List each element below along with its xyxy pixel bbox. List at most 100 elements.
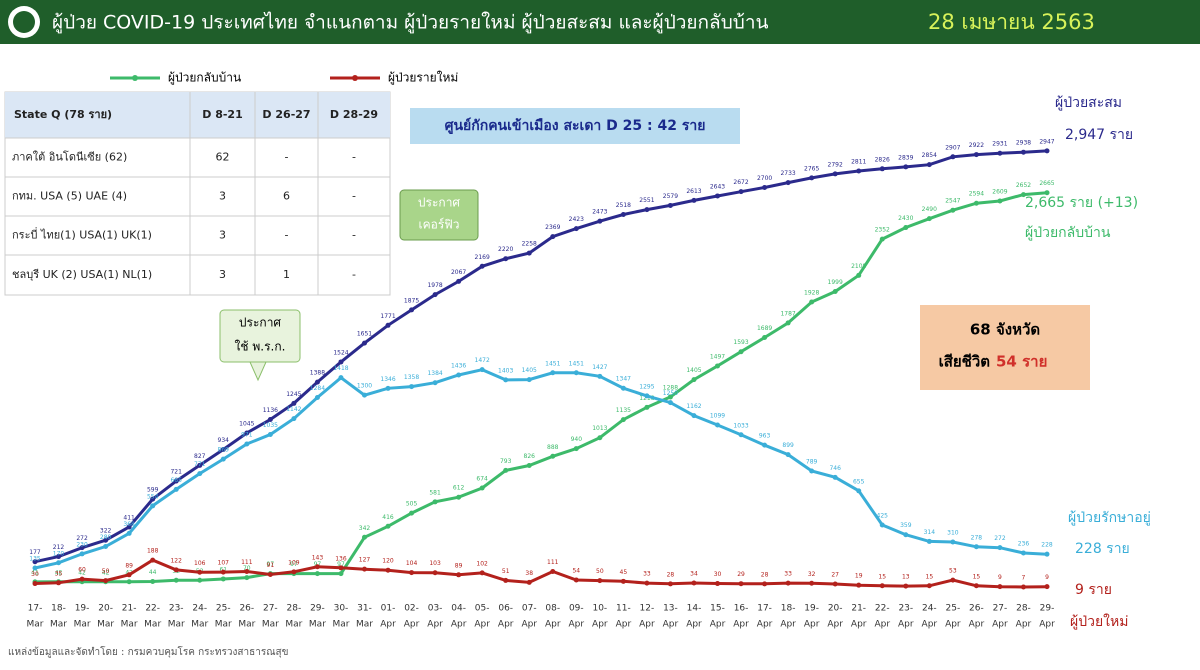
x-tick-label: 18-	[781, 604, 796, 614]
data-label: 1427	[592, 364, 607, 371]
x-tick-label: 20-	[828, 604, 843, 614]
data-label: 2907	[945, 144, 960, 151]
data-label: 1284	[310, 385, 325, 392]
legend-dot	[352, 75, 358, 81]
data-label: 1250	[663, 390, 678, 397]
x-tick-label: Apr	[780, 620, 796, 630]
data-label: 53	[949, 568, 957, 575]
data-label: 1999	[828, 279, 843, 286]
data-point	[385, 567, 391, 573]
data-label: 127	[359, 557, 371, 564]
data-point	[338, 565, 344, 571]
data-point	[903, 164, 909, 170]
x-tick-label: Apr	[616, 620, 632, 630]
x-tick-label: 05-	[475, 604, 490, 614]
data-label: 1288	[663, 384, 678, 391]
series-label: ผู้ป่วยรักษาอยู่	[1068, 510, 1151, 526]
data-label: 1405	[522, 367, 537, 374]
data-label: 97	[337, 561, 345, 568]
data-label: 674	[476, 476, 488, 483]
data-label: 2352	[875, 227, 890, 234]
data-point	[456, 494, 462, 500]
data-label: 1472	[475, 357, 490, 364]
table-header: D 26-27	[262, 108, 310, 121]
x-tick-label: Mar	[356, 620, 373, 630]
data-point	[715, 363, 721, 369]
data-point	[667, 581, 673, 587]
data-label: 1451	[545, 360, 560, 367]
data-label: 122	[170, 557, 182, 564]
data-point	[573, 226, 579, 232]
data-point	[56, 560, 62, 566]
data-label: 1142	[286, 406, 301, 413]
data-point	[550, 569, 556, 575]
data-point	[503, 256, 509, 262]
data-point	[950, 154, 956, 160]
x-tick-label: Apr	[569, 620, 585, 630]
data-label: 1978	[427, 282, 442, 289]
info-text: 68 จังหวัด	[970, 321, 1040, 339]
data-label: 612	[453, 485, 465, 492]
data-label: 1388	[310, 370, 325, 377]
data-label: 1358	[404, 374, 419, 381]
data-label: 963	[759, 433, 771, 440]
data-label: 2473	[592, 209, 607, 216]
data-label: 2169	[475, 254, 490, 261]
data-point	[1044, 148, 1050, 154]
x-tick-label: 28-	[1016, 604, 1031, 614]
data-label: 2594	[969, 191, 984, 198]
data-point	[856, 168, 862, 174]
data-label: 416	[382, 514, 394, 521]
data-label: 869	[218, 447, 230, 454]
data-label: 91	[267, 562, 275, 569]
info-box	[920, 305, 1090, 390]
data-label: 771	[194, 461, 206, 468]
data-label: 1035	[263, 422, 278, 429]
data-label: 2613	[686, 188, 701, 195]
data-point	[479, 485, 485, 491]
header-title: ผู้ป่วย COVID-19 ประเทศไทย จำแนกตาม ผู้ป…	[52, 12, 768, 34]
data-point	[573, 577, 579, 583]
x-tick-label: 25-	[946, 604, 961, 614]
data-label: 135	[29, 555, 41, 562]
data-label: 1162	[686, 403, 701, 410]
data-label: 2423	[569, 216, 584, 223]
data-point	[738, 349, 744, 355]
x-tick-label: 17-	[28, 604, 43, 614]
data-point	[691, 197, 697, 203]
table-cell: 62	[216, 151, 230, 164]
data-label: 19	[855, 573, 863, 580]
data-label: 827	[194, 453, 206, 460]
data-label: 42	[102, 569, 110, 576]
data-label: 60	[78, 567, 86, 574]
data-label: 1013	[592, 425, 607, 432]
data-label: 143	[312, 554, 324, 561]
data-label: 278	[971, 534, 983, 541]
x-tick-label: 13-	[663, 604, 678, 614]
x-tick-label: 14-	[687, 604, 702, 614]
data-label: 29	[737, 571, 745, 578]
data-label: 15	[926, 573, 934, 580]
table-cell: 1	[283, 268, 290, 281]
data-point	[126, 579, 132, 585]
data-point	[1044, 584, 1050, 590]
series-label: ผู้ป่วยสะสม	[1055, 95, 1122, 111]
data-label: 44	[149, 569, 157, 576]
x-tick-label: 31-	[357, 604, 372, 614]
annotation-box	[410, 108, 740, 144]
data-point	[126, 524, 132, 530]
data-point	[762, 334, 768, 340]
x-tick-label: Mar	[121, 620, 138, 630]
x-tick-label: Apr	[851, 620, 867, 630]
table-cell: 6	[283, 190, 290, 203]
data-point	[644, 393, 650, 399]
data-label: 35	[55, 570, 63, 577]
data-label: 2922	[969, 142, 984, 149]
data-point	[738, 581, 744, 587]
x-tick-label: Apr	[427, 620, 443, 630]
data-point	[432, 380, 438, 386]
data-point	[244, 575, 250, 581]
data-label: 342	[359, 525, 371, 532]
data-point	[338, 571, 344, 577]
data-label: 1436	[451, 362, 466, 369]
